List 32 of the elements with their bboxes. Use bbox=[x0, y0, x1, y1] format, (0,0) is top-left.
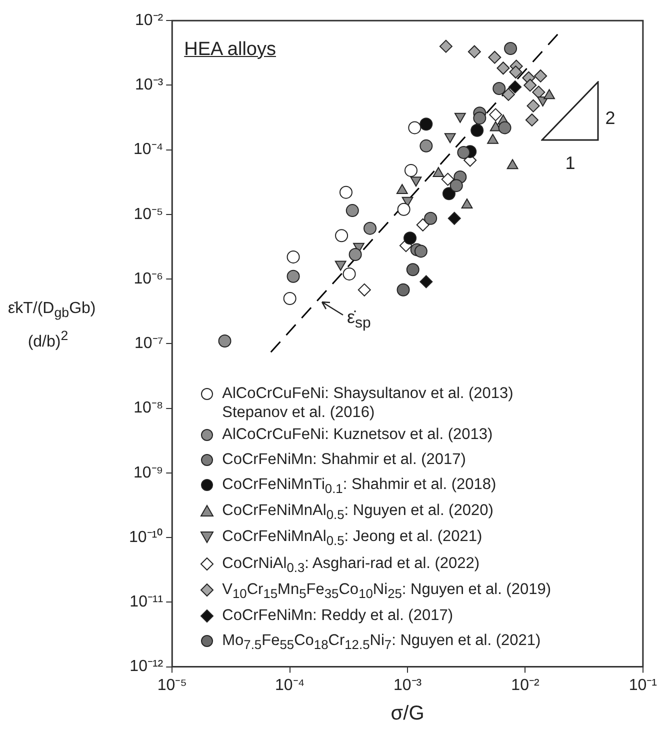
legend-label: CoCrFeNiMn: Shahmir et al. (2017) bbox=[222, 450, 466, 470]
y-tick-label: 10⁻⁸ bbox=[134, 400, 164, 417]
y-tick-label: 10⁻⁷ bbox=[134, 335, 164, 352]
y-tick-label: 10⁻⁴ bbox=[133, 141, 164, 158]
x-tick-label: 10⁻³ bbox=[393, 676, 422, 694]
legend-label: CoCrFeNiMnTi$_{0.1}$: Shahmir et al. (2018) bbox=[222, 475, 496, 498]
y-tick-label: 10⁻¹¹ bbox=[130, 594, 164, 611]
annotation: 2 bbox=[605, 108, 616, 129]
legend-label: CoCrFeNiMnAl$_{0.5}$: Jeong et al. (2021) bbox=[222, 527, 482, 551]
annotation: 1 bbox=[565, 153, 576, 174]
x-tick-label: 10⁻⁴ bbox=[274, 676, 305, 694]
text: V$_{10}$Cr$_{15}$Mn$_{5}$Fe$_{35}$Co$_{10}$Ni$_{25}$: Nguyen et al. (2019) bbox=[222, 580, 551, 601]
legend-label: CoCrFeNiMnAl$_{0.5}$: Nguyen et al. (2020) bbox=[222, 501, 494, 524]
y-tick-label: 10⁻⁶ bbox=[134, 270, 164, 288]
y-tick-label: 10⁻¹² bbox=[130, 658, 164, 676]
legend-label: AlCoCrCuFeNi: Shaysultanov et al. (2013) Stepanov et al. (2016) bbox=[222, 384, 514, 422]
y-tick-label: 10⁻⁵ bbox=[134, 206, 164, 223]
legend-label: CoCrNiAl$_{0.3}$: Asghari-rad et al. (2022) bbox=[222, 554, 480, 577]
text: Mo$_{7.5}$Fe$_{55}$Co$_{18}$Cr$_{12.5}$Ni$_{7}$: Nguyen et al. (2021) bbox=[222, 632, 541, 652]
x-axis-title: σ/G bbox=[390, 702, 424, 725]
legend-label: CoCrFeNiMn: Reddy et al. (2017) bbox=[222, 606, 453, 625]
x-tick-label: 10⁻¹ bbox=[628, 676, 657, 694]
y-tick-label: 10⁻¹⁰ bbox=[129, 528, 164, 546]
x-tick-label: 10⁻² bbox=[511, 676, 540, 694]
y-tick-label: 10⁻² bbox=[135, 12, 164, 30]
legend-label: AlCoCrCuFeNi: Kuznetsov et al. (2013) bbox=[222, 425, 493, 444]
annotation: HEA alloys bbox=[184, 38, 276, 61]
annotation: ε̇$_{sp}$ bbox=[346, 307, 371, 332]
y-axis-title: ε̇kT/(D$_{gb}$Gb) (d/b)$^{2}$ bbox=[8, 299, 96, 352]
x-tick-label: 10⁻⁵ bbox=[157, 676, 187, 694]
y-tick-label: 10⁻⁹ bbox=[133, 464, 164, 482]
y-tick-label: 10⁻³ bbox=[135, 76, 164, 94]
